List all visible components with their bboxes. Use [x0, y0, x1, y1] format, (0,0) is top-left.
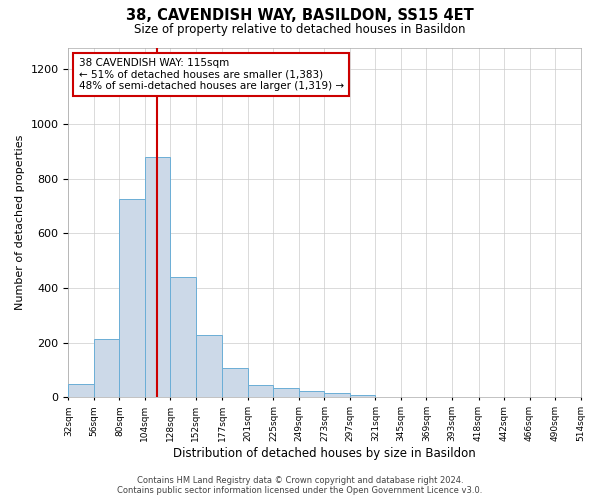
Bar	[68, 384, 94, 398]
Y-axis label: Number of detached properties: Number of detached properties	[15, 135, 25, 310]
X-axis label: Distribution of detached houses by size in Basildon: Distribution of detached houses by size …	[173, 447, 476, 460]
Text: 38 CAVENDISH WAY: 115sqm
← 51% of detached houses are smaller (1,383)
48% of sem: 38 CAVENDISH WAY: 115sqm ← 51% of detach…	[79, 58, 344, 91]
Bar	[299, 390, 325, 398]
Text: Contains HM Land Registry data © Crown copyright and database right 2024.
Contai: Contains HM Land Registry data © Crown c…	[118, 476, 482, 495]
Bar	[274, 388, 299, 398]
Text: Size of property relative to detached houses in Basildon: Size of property relative to detached ho…	[134, 22, 466, 36]
Bar	[196, 334, 223, 398]
Bar	[170, 277, 196, 398]
Bar	[350, 394, 376, 398]
Bar	[145, 157, 170, 398]
Bar	[248, 384, 274, 398]
Text: 38, CAVENDISH WAY, BASILDON, SS15 4ET: 38, CAVENDISH WAY, BASILDON, SS15 4ET	[126, 8, 474, 22]
Bar	[223, 368, 248, 398]
Bar	[325, 394, 350, 398]
Bar	[119, 199, 145, 398]
Bar	[94, 338, 119, 398]
